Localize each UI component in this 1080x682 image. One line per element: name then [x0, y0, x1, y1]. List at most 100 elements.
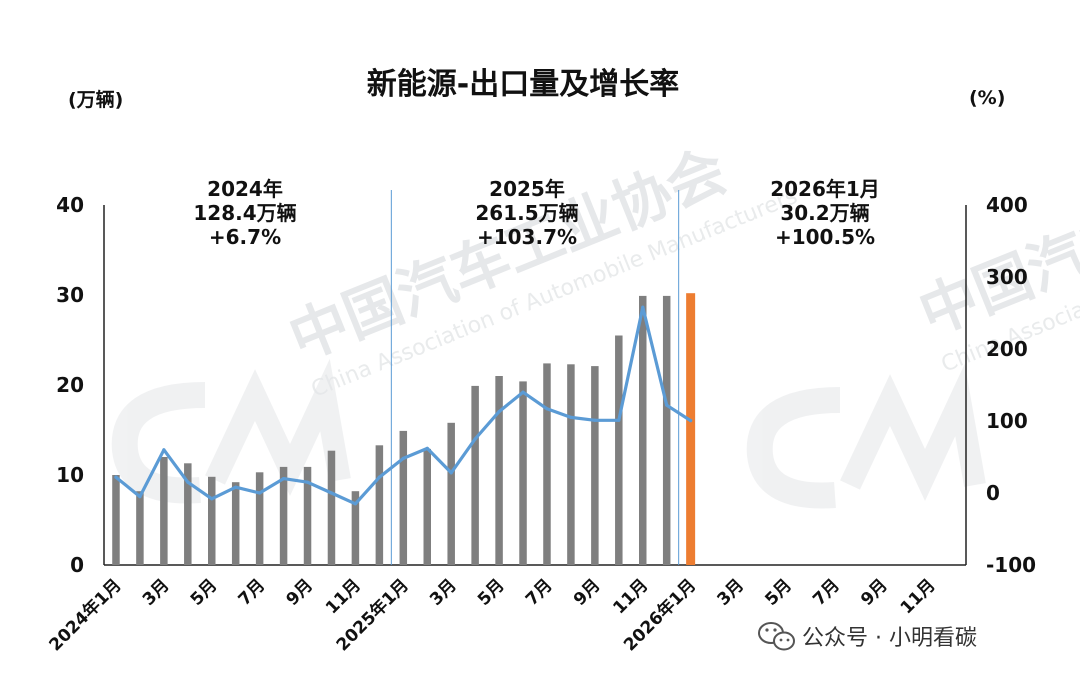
bar-11 — [351, 491, 360, 565]
growth-point-12 — [377, 475, 381, 479]
period-dividers — [390, 190, 680, 565]
x-tick-9: 5月 — [474, 575, 509, 610]
bar-series — [112, 293, 696, 565]
y-left-tick-20: 20 — [56, 373, 84, 397]
x-tick-11: 9月 — [570, 575, 605, 610]
growth-point-16 — [473, 437, 477, 441]
growth-line-series — [114, 305, 693, 506]
watermark: 中国汽车工业协会 China Association of Automobile… — [111, 111, 1080, 509]
annotation-1-year: 2024年 — [207, 177, 283, 201]
y-left-tick-30: 30 — [56, 283, 84, 307]
x-tick-14: 3月 — [714, 575, 749, 610]
y-right-unit: (%) — [969, 87, 1005, 109]
bar-18 — [519, 381, 527, 565]
growth-point-13 — [401, 456, 405, 461]
bar-8 — [279, 466, 288, 565]
y-left-unit: (万辆) — [68, 88, 123, 111]
bar-12 — [375, 445, 384, 565]
annotation-3-growth: +100.5% — [775, 225, 875, 249]
growth-point-18 — [521, 390, 525, 394]
annotation-2-growth: +103.7% — [477, 225, 577, 249]
growth-point-8 — [281, 477, 286, 481]
axes — [103, 205, 967, 566]
growth-point-2 — [138, 495, 142, 499]
x-tick-3: 5月 — [187, 575, 222, 610]
y-left-tick-0: 0 — [70, 553, 84, 577]
growth-point-11 — [353, 502, 358, 506]
y-right-tick-100: 100 — [986, 409, 1028, 433]
bar-24 — [662, 295, 671, 565]
y-right-tick-200: 200 — [986, 337, 1028, 361]
growth-point-1 — [114, 475, 118, 479]
x-tick-12: 11月 — [609, 575, 652, 618]
bar-16 — [471, 385, 479, 565]
bar-5 — [208, 476, 216, 565]
bar-1 — [112, 475, 120, 565]
y-ticks: 0 10 20 30 40 -100 0 100 200 300 400 — [56, 193, 1036, 577]
x-tick-15: 5月 — [761, 575, 796, 610]
annotation-3-year: 2026年1月 — [770, 177, 880, 201]
growth-point-10 — [329, 491, 334, 495]
bar-10 — [327, 450, 336, 565]
growth-point-23 — [641, 305, 645, 309]
growth-point-6 — [234, 485, 238, 489]
y-right-tick-400: 400 — [986, 193, 1028, 217]
bar-19 — [543, 363, 551, 565]
x-tick-5: 9月 — [283, 575, 318, 610]
bar-23 — [639, 295, 647, 565]
annotation-2-year: 2025年 — [489, 177, 565, 201]
x-tick-18: 11月 — [897, 575, 940, 618]
x-tick-10: 7月 — [522, 575, 557, 610]
growth-point-19 — [545, 407, 549, 411]
bar-2 — [136, 491, 144, 565]
bar-7 — [255, 472, 264, 565]
growth-point-15 — [449, 471, 453, 475]
y-left-tick-40: 40 — [56, 193, 84, 217]
growth-point-5 — [210, 497, 214, 501]
bar-9 — [303, 466, 312, 565]
bar-25 — [686, 293, 696, 565]
x-tick-2: 3月 — [139, 575, 174, 610]
annotation-1-growth: +6.7% — [209, 225, 281, 249]
x-tick-6: 11月 — [322, 575, 365, 618]
x-tick-1: 2024年1月 — [45, 575, 126, 656]
bar-3 — [160, 457, 168, 565]
growth-point-25 — [689, 419, 693, 423]
bar-17 — [495, 376, 503, 565]
annotation-2-volume: 261.5万辆 — [475, 201, 578, 225]
growth-point-4 — [186, 480, 190, 484]
y-right-tick-300: 300 — [986, 265, 1028, 289]
growth-point-7 — [258, 491, 262, 495]
bar-20 — [567, 364, 575, 565]
growth-point-14 — [425, 446, 429, 450]
x-tick-16: 7月 — [809, 575, 844, 610]
x-tick-17: 9月 — [857, 575, 892, 610]
bar-4 — [184, 463, 192, 565]
y-left-tick-10: 10 — [56, 463, 84, 487]
credit: 公众号 · 小明看碳 — [758, 622, 977, 651]
annotation-1-volume: 128.4万辆 — [193, 201, 296, 225]
credit-text: 公众号 · 小明看碳 — [802, 626, 977, 651]
annotation-3-volume: 30.2万辆 — [780, 201, 869, 225]
bar-21 — [591, 366, 599, 565]
y-right-tick-0: 0 — [986, 481, 1000, 505]
bar-14 — [423, 448, 431, 565]
bar-15 — [447, 422, 455, 565]
wechat-icon — [758, 622, 795, 651]
bar-22 — [615, 335, 623, 565]
bar-6 — [231, 482, 240, 565]
growth-point-22 — [617, 418, 621, 422]
y-right-tick--100: -100 — [986, 553, 1036, 577]
x-tick-8: 3月 — [426, 575, 461, 610]
bar-13 — [399, 430, 408, 565]
chart-title: 新能源-出口量及增长率 — [367, 67, 679, 102]
growth-point-20 — [569, 415, 573, 419]
growth-point-3 — [162, 448, 166, 452]
growth-point-17 — [497, 410, 501, 414]
growth-point-24 — [665, 403, 669, 407]
